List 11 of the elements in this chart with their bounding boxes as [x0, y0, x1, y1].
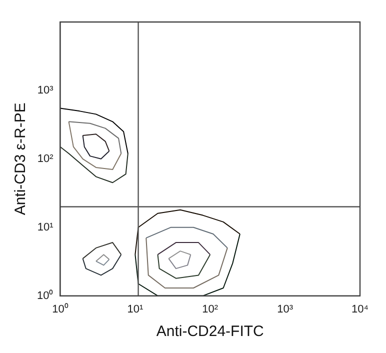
y-tick-label: 10⁰: [36, 288, 54, 302]
x-axis-title: Anti-CD24-FITC: [156, 323, 264, 340]
y-tick-label: 10²: [37, 152, 54, 165]
y-tick-label: 10¹: [37, 221, 54, 234]
x-tick-label: 10³: [277, 303, 294, 316]
y-axis-title: Anti-CD3 ε-R-PE: [12, 102, 30, 216]
x-tick-label: 10⁴: [352, 303, 369, 316]
x-tick-label: 10⁰: [52, 302, 68, 316]
x-tick-label: 10¹: [127, 303, 144, 316]
y-tick-label: 10³: [37, 84, 54, 96]
x-tick-label: 10²: [202, 303, 218, 316]
